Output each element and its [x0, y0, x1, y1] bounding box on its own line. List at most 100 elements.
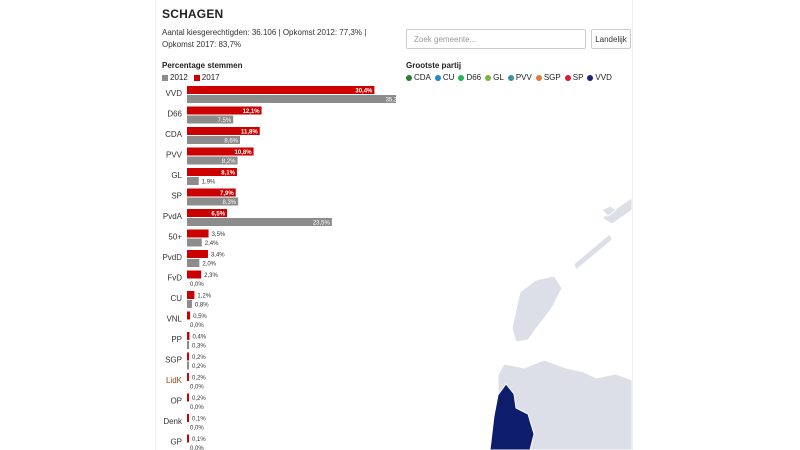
category-label: VVD — [166, 89, 183, 98]
turnout-stats: Aantal kiesgerechtigden: 36.106 | Opkoms… — [162, 27, 377, 51]
category-label: 50+ — [168, 233, 182, 242]
data-label-2017: 10,8% — [235, 150, 253, 156]
bar-2017 — [187, 147, 254, 156]
party-color-dot — [434, 74, 441, 81]
category-label: PP — [171, 335, 182, 344]
party-legend-label: CDA — [414, 73, 431, 82]
category-label: FvD — [167, 274, 182, 283]
party-legend-item-pvv: PVV — [507, 73, 532, 82]
category-label: PvdD — [162, 253, 182, 262]
category-label: PVV — [166, 151, 183, 160]
bar-2017 — [187, 229, 209, 238]
data-label-2012: 35,3% — [386, 97, 396, 103]
bar-2017 — [187, 393, 189, 402]
bar-2017 — [187, 270, 202, 279]
bar-2017 — [187, 209, 228, 217]
party-legend-item-gl: GL — [485, 73, 504, 82]
party-legend-label: PVV — [515, 73, 532, 82]
data-label-2017: 12,1% — [243, 109, 261, 115]
data-label-2012: 2,0% — [202, 261, 216, 267]
bar-2012 — [187, 156, 238, 165]
data-label-2017: 1,2% — [197, 293, 211, 299]
data-label-2012: 8,6% — [224, 138, 238, 144]
data-label-2017: 0,2% — [192, 396, 206, 402]
map-region-vlieland[interactable] — [573, 233, 613, 271]
bar-2012 — [187, 341, 189, 349]
bar-2012 — [187, 197, 239, 206]
data-label-2017: 2,3% — [204, 273, 218, 279]
map-region-texel[interactable] — [511, 275, 563, 343]
data-label-2012: 2,4% — [205, 241, 219, 247]
party-color-dot — [587, 74, 594, 81]
data-label-2012: 8,3% — [222, 200, 236, 206]
party-color-dot — [485, 74, 492, 81]
party-legend-item-sgp: SGP — [535, 73, 561, 82]
data-label-2012: 0,0% — [190, 323, 204, 329]
map-region-terschelling[interactable] — [601, 197, 632, 225]
party-color-dot — [507, 74, 514, 81]
data-label-2017: 0,2% — [192, 375, 206, 381]
party-legend: CDA CU D66 GL PVV SGP SP VVD — [406, 73, 612, 82]
data-label-2012: 0,0% — [190, 384, 204, 390]
category-label: VNL — [166, 315, 182, 324]
data-label-2012: 8,2% — [222, 159, 236, 165]
party-color-dot — [406, 74, 412, 81]
legend-item-2017: 2017 — [193, 73, 220, 82]
data-label-2012: 0,0% — [190, 446, 204, 450]
bar-2012 — [187, 177, 199, 185]
category-label: GP — [170, 438, 182, 447]
data-label-2017: 0,4% — [192, 334, 206, 340]
map-title: Grootste partij — [406, 61, 462, 70]
bar-2012 — [187, 361, 189, 370]
party-legend-label: D66 — [466, 73, 482, 82]
chart-title: Percentage stemmen — [162, 61, 243, 70]
category-label: SGP — [165, 356, 182, 365]
data-label-2012: 0,0% — [190, 425, 204, 431]
bar-2012 — [187, 259, 200, 267]
party-legend-label: SP — [572, 73, 584, 82]
data-label-2012: 0,2% — [192, 364, 206, 370]
data-label-2017: 0,1% — [192, 416, 206, 422]
election-map[interactable] — [476, 180, 632, 450]
party-legend-item-vvd: VVD — [587, 73, 612, 82]
category-label: OP — [170, 397, 182, 406]
category-label: PvdA — [163, 212, 183, 221]
bar-2017 — [187, 373, 189, 381]
data-label-2017: 0,2% — [192, 355, 206, 361]
party-legend-item-sp: SP — [564, 73, 584, 82]
legend-label-2017: 2017 — [201, 73, 220, 82]
bar-2012 — [187, 300, 192, 308]
bar-2017 — [187, 168, 237, 176]
bar-2012 — [187, 115, 234, 124]
map-region-coast-islet[interactable] — [601, 205, 617, 217]
bar-2017 — [187, 352, 189, 361]
stats-line-2: Opkomst 2017: 83,7% — [162, 40, 242, 49]
category-label: LidK — [166, 376, 183, 385]
bar-2017 — [187, 188, 236, 197]
data-label-2017: 6,5% — [211, 211, 225, 217]
map-region-schagen[interactable] — [489, 383, 535, 450]
landelijk-button[interactable]: Landelijk — [591, 29, 631, 49]
data-label-2012: 0,0% — [190, 282, 204, 288]
party-color-dot — [458, 74, 465, 81]
bar-2012 — [187, 95, 396, 103]
category-label: SP — [171, 192, 182, 201]
party-legend-label: SGP — [543, 73, 561, 82]
bar-2012 — [187, 238, 202, 247]
party-legend-label: GL — [493, 73, 504, 82]
data-label-2017: 11,8% — [241, 129, 258, 135]
bar-2017 — [187, 86, 375, 94]
municipality-search-input[interactable] — [406, 29, 586, 49]
bar-2017 — [187, 434, 189, 443]
bar-2017 — [187, 311, 191, 320]
data-label-2012: 1,9% — [202, 179, 216, 185]
data-label-2017: 8,1% — [221, 170, 235, 176]
bar-2017 — [187, 127, 260, 135]
data-label-2017: 0,1% — [192, 437, 206, 443]
category-label: D66 — [167, 110, 182, 119]
bar-2017 — [187, 106, 262, 115]
bar-2017 — [187, 332, 190, 340]
category-label: CU — [170, 294, 182, 303]
legend-swatch-2017 — [193, 74, 200, 81]
legend-item-2012: 2012 — [162, 73, 188, 82]
